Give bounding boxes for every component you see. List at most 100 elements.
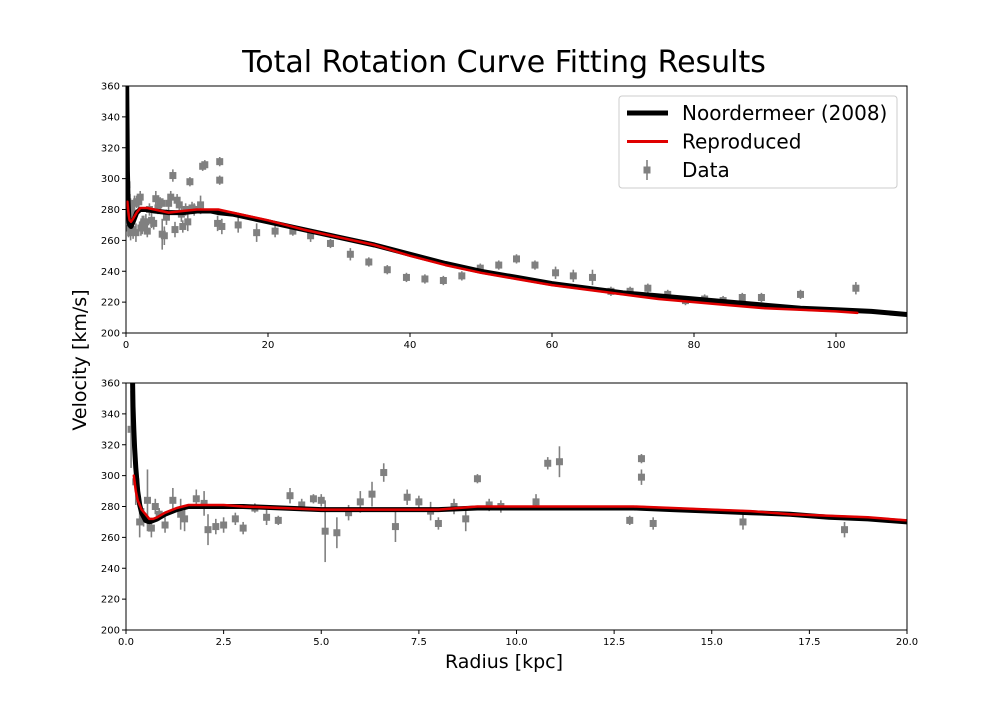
- data-point: [326, 239, 334, 247]
- data-point: [160, 232, 168, 240]
- data-point: [271, 227, 279, 235]
- data-point: [383, 266, 391, 274]
- data-point: [473, 475, 481, 483]
- reproduced-line: [126, 200, 859, 315]
- y-tick-label: 340: [101, 409, 120, 420]
- data-point: [462, 515, 470, 523]
- data-point: [201, 161, 209, 169]
- data-point: [739, 518, 747, 526]
- data-point: [588, 273, 596, 281]
- data-point: [177, 510, 185, 518]
- chart-title: Total Rotation Curve Fitting Results: [241, 45, 766, 80]
- y-tick-label: 300: [101, 174, 120, 185]
- data-point: [434, 519, 442, 527]
- legend-swatch: [643, 166, 651, 174]
- y-tick-label: 260: [101, 236, 120, 247]
- legend-label: Reproduced: [682, 130, 801, 154]
- data-point: [309, 495, 317, 503]
- data-point: [738, 293, 746, 301]
- y-tick-label: 280: [101, 205, 120, 216]
- y-tick-label: 220: [101, 298, 120, 309]
- y-tick-label: 220: [101, 595, 120, 606]
- data-point: [321, 527, 329, 535]
- data-point: [458, 272, 466, 280]
- reproduced-line: [132, 474, 907, 522]
- data-point: [485, 501, 493, 509]
- data-point: [128, 209, 136, 217]
- data-point: [307, 232, 315, 240]
- bottom-panel: 0.0 2.5 5.0 7.5 10.0 12.5 15.0 17.5 20.0 200 220 24…: [101, 379, 918, 649]
- data-point: [841, 526, 849, 534]
- data-point: [346, 250, 354, 258]
- x-tick-label: 12.5: [603, 637, 625, 648]
- data-point: [186, 178, 194, 186]
- x-tick-label: 7.5: [411, 637, 427, 648]
- data-point: [152, 195, 160, 203]
- data-point: [184, 218, 192, 226]
- data-point: [169, 496, 177, 504]
- data-point: [333, 529, 341, 537]
- data-point: [154, 204, 162, 212]
- data-point: [127, 425, 135, 433]
- legend-label: Noordermeer (2008): [682, 101, 887, 125]
- data-point: [181, 515, 189, 523]
- data-point: [555, 458, 563, 466]
- y-tick-label: 340: [101, 112, 120, 123]
- data-point: [155, 510, 163, 518]
- data-point: [286, 492, 294, 500]
- data-point: [214, 219, 222, 227]
- x-tick-label: 10.0: [505, 637, 527, 648]
- data-point: [212, 523, 220, 531]
- data-point: [231, 515, 239, 523]
- data-point: [162, 213, 170, 221]
- data-point: [365, 258, 373, 266]
- y-tick-label: 360: [101, 82, 120, 93]
- x-tick-label: 2.5: [216, 637, 232, 648]
- data-point: [513, 255, 520, 263]
- data-point: [368, 490, 376, 498]
- data-point: [544, 459, 552, 467]
- x-tick-label: 100: [826, 340, 845, 351]
- data-point: [158, 199, 165, 207]
- data-point: [644, 284, 652, 292]
- x-tick-label: 20.0: [896, 637, 918, 648]
- data-point: [165, 199, 173, 207]
- data-point: [239, 524, 247, 532]
- plot-area: [126, 86, 907, 317]
- data-point: [345, 509, 353, 517]
- plot-area: [127, 383, 907, 563]
- data-point: [151, 503, 159, 510]
- data-point: [532, 498, 540, 506]
- legend: Noordermeer (2008) Reproduced Data: [618, 95, 898, 189]
- data-point: [204, 526, 212, 534]
- data-point: [132, 229, 140, 237]
- x-tick-label: 20: [262, 340, 275, 351]
- data-point: [220, 521, 228, 529]
- y-tick-label: 360: [101, 379, 120, 390]
- y-tick-label: 320: [101, 143, 120, 154]
- x-tick-label: 0.0: [118, 637, 134, 648]
- data-point: [495, 261, 503, 269]
- legend-box: [618, 95, 898, 189]
- y-tick-label: 280: [101, 502, 120, 513]
- data-point: [200, 499, 208, 507]
- data-point: [421, 275, 429, 283]
- data-point: [569, 272, 577, 280]
- data-point: [852, 284, 860, 292]
- data-point: [637, 455, 645, 463]
- data-point: [415, 498, 423, 506]
- legend-label: Data: [682, 158, 730, 182]
- data-point: [161, 521, 169, 529]
- data-point: [380, 469, 388, 477]
- y-tick-label: 260: [101, 533, 120, 544]
- data-point: [197, 201, 205, 209]
- y-tick-label: 300: [101, 471, 120, 482]
- data-point: [797, 290, 804, 298]
- data-point: [637, 473, 645, 481]
- noordermeer-line: [126, 86, 907, 317]
- data-point: [150, 219, 158, 227]
- data-point: [234, 221, 242, 229]
- data-point: [179, 222, 187, 230]
- y-tick-label: 320: [101, 440, 120, 451]
